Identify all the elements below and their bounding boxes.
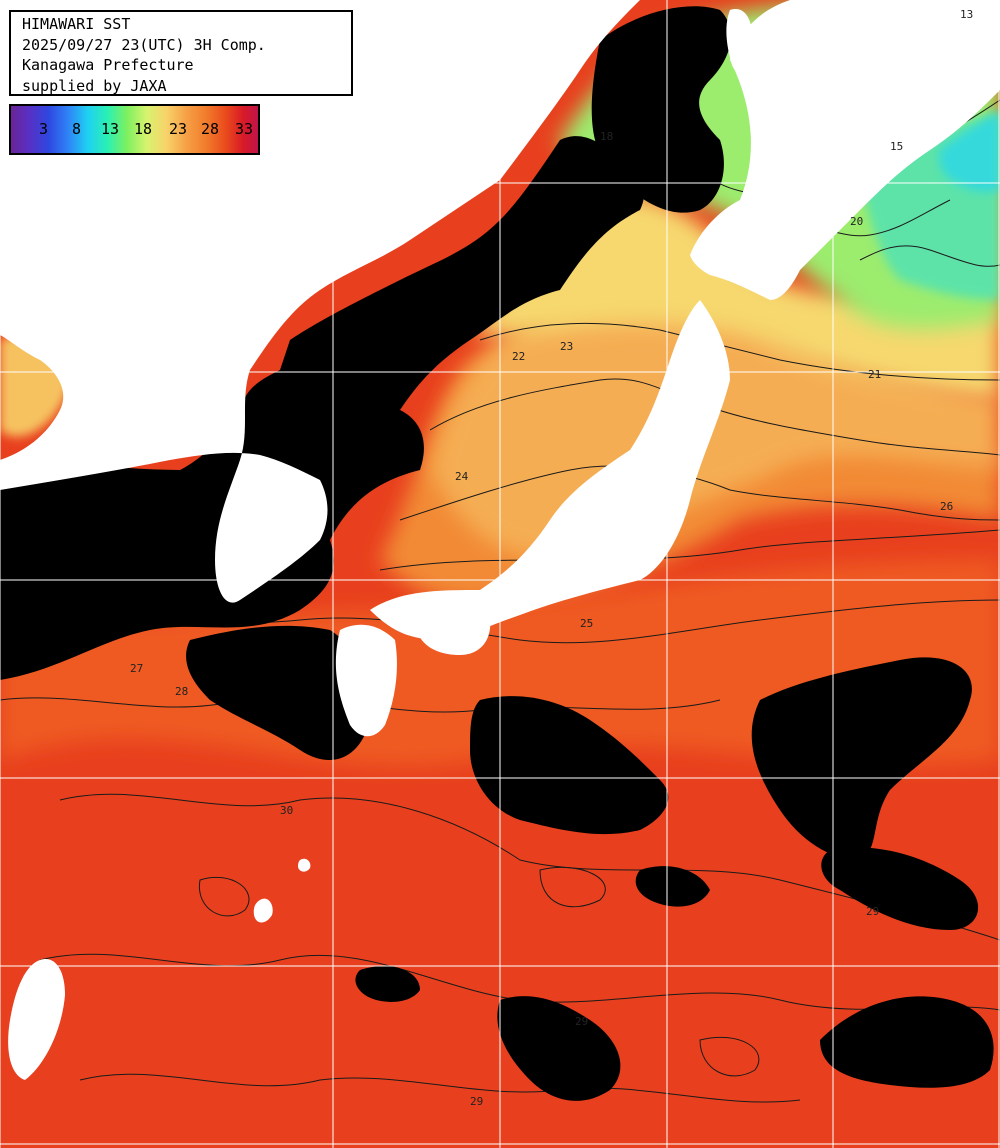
- cloud-south-7: [355, 966, 420, 1002]
- cloud-south-3: [821, 847, 979, 930]
- contour-line: [399, 465, 1000, 521]
- colorbar-tick: 8: [72, 120, 82, 138]
- contour-label: 18: [600, 130, 613, 143]
- land-honshu: [370, 300, 730, 640]
- contour-label: 20: [850, 215, 863, 228]
- contour-line: [859, 245, 1000, 267]
- contour-line: [699, 1036, 760, 1077]
- contour-label: 30: [280, 804, 293, 817]
- cloud-south-6: [635, 866, 710, 907]
- land-hokkaido: [690, 0, 1000, 300]
- colorbar-tick: 13: [101, 120, 120, 138]
- contour-label: 24: [455, 470, 469, 483]
- cloud-south-2: [751, 657, 972, 860]
- colorbar-tick: 23: [169, 120, 188, 138]
- colorbar-tick: 28: [201, 120, 220, 138]
- land-okinawa: [253, 898, 273, 923]
- land-sakhalin-tip: [726, 9, 753, 73]
- cloud-south-8: [514, 777, 620, 826]
- contour-label: 28: [175, 685, 188, 698]
- contour-label: 29: [866, 905, 879, 918]
- contour-line: [379, 529, 1000, 571]
- cloud-south-4: [820, 996, 994, 1088]
- title-box: HIMAWARI SST 2025/09/27 23(UTC) 3H Comp.…: [9, 10, 353, 96]
- cloud-japan-sea-north: [591, 6, 731, 213]
- contour-label: 23: [560, 340, 573, 353]
- contour-label: 29: [575, 1015, 588, 1028]
- contour-label: 26: [940, 500, 953, 513]
- colorbar-tick: 33: [235, 120, 254, 138]
- cloud-west-sea: [186, 625, 373, 760]
- sea-cold: [939, 112, 1000, 192]
- contour-label: 21: [868, 368, 881, 381]
- product-title: HIMAWARI SST: [22, 15, 131, 33]
- land-taiwan: [8, 959, 65, 1080]
- contour-label: 13: [960, 8, 973, 21]
- contour-label: 15: [890, 140, 903, 153]
- color-scale-legend: 3 8 13 18 23 28 33: [9, 104, 260, 155]
- contour-line: [199, 876, 250, 917]
- cloud-mask: [0, 6, 994, 1101]
- contour-label: 29: [470, 1095, 483, 1108]
- cloud-asia: [0, 136, 644, 680]
- contour-label: 25: [580, 617, 593, 630]
- region-label: Kanagawa Prefecture: [22, 56, 194, 74]
- contour-line: [539, 866, 606, 908]
- land-kyushu: [335, 624, 397, 737]
- colorbar-tick: 18: [134, 120, 153, 138]
- timestamp: 2025/09/27 23(UTC) 3H Comp.: [22, 35, 266, 54]
- credit-label: supplied by JAXA: [22, 76, 167, 95]
- contour-label: 22: [512, 350, 525, 363]
- land-islet: [298, 858, 311, 872]
- cloud-south-5: [497, 996, 621, 1101]
- sea-yellow: [470, 194, 1000, 400]
- contour-line: [479, 322, 1000, 381]
- contour-line: [59, 793, 1000, 941]
- contour-line: [79, 1073, 801, 1103]
- colorbar-tick: 3: [39, 120, 49, 138]
- contour-labels: 13 15 18 20 21 22 23 24 25 26 27 28 29 3…: [130, 8, 973, 1108]
- contour-label: 27: [130, 662, 143, 675]
